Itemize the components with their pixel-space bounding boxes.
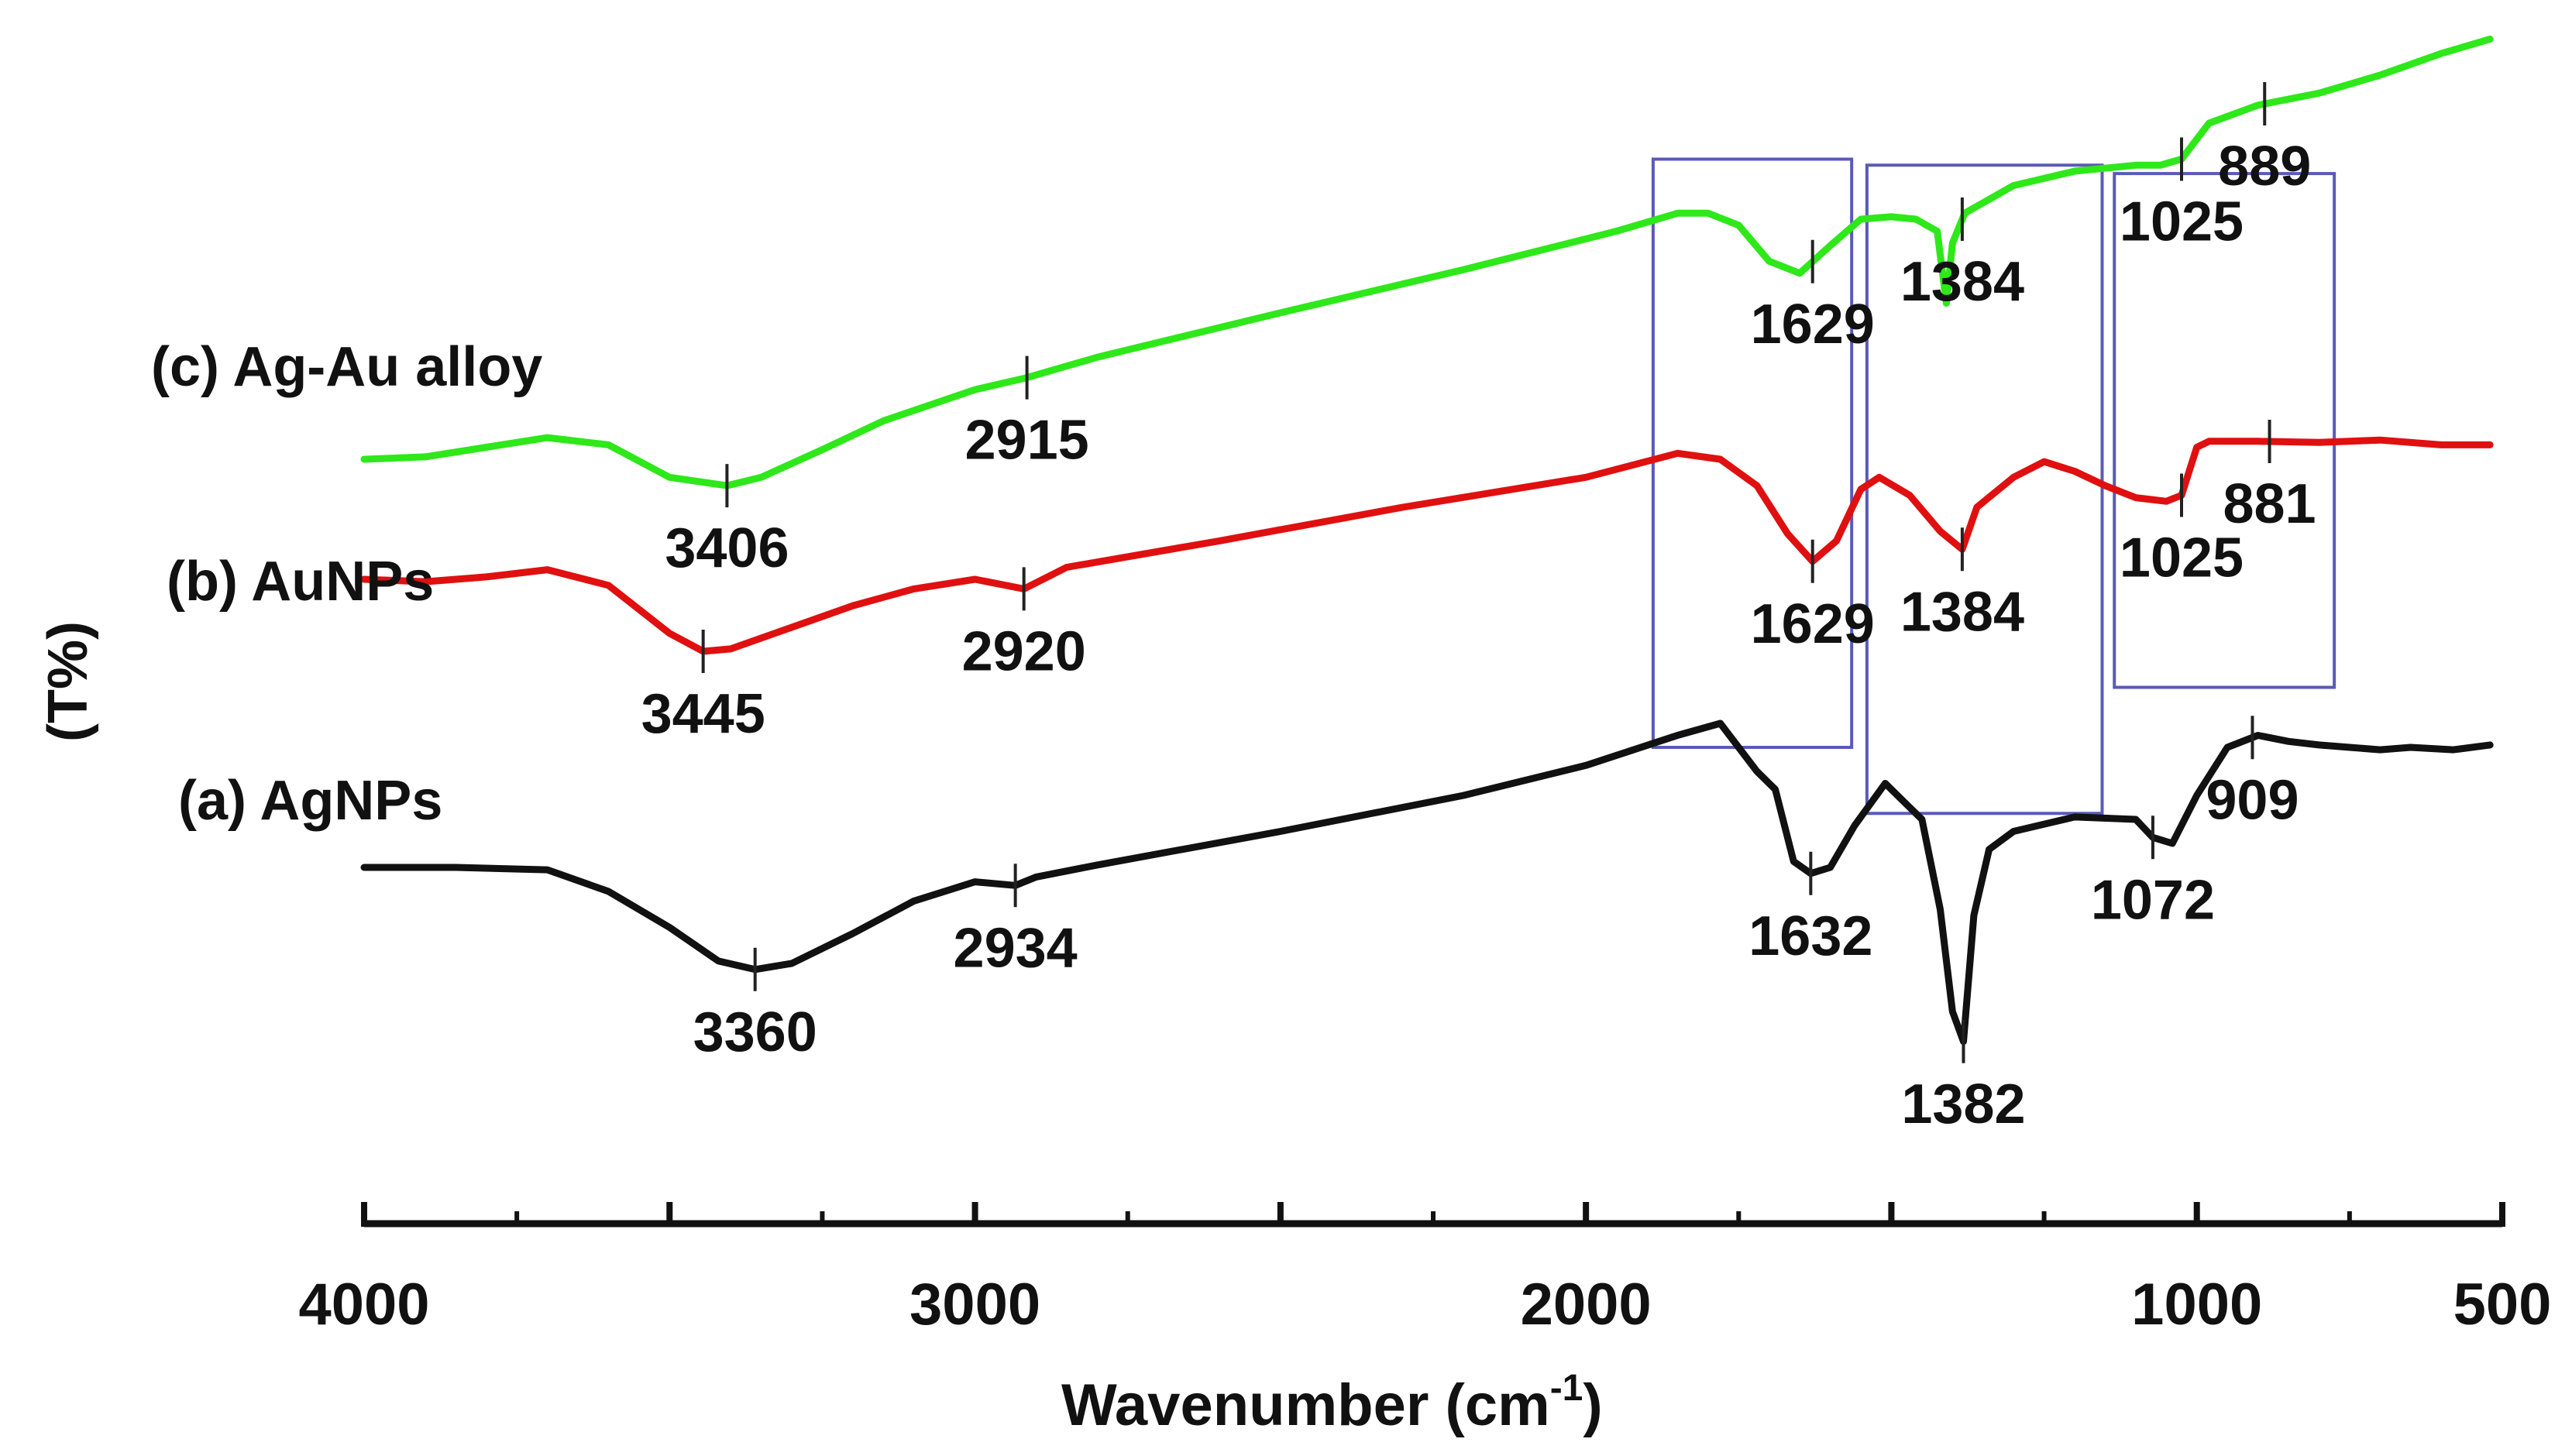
peak-markers: 3360 2934 1632 1382 1072 909 3445 2920 1629 1384 1…: [641, 82, 2316, 1135]
series-labels: (a) AgNPs (b) AuNPs (c) Ag-Au alloy: [151, 336, 542, 832]
x-tick-label-4: 1000: [2131, 1272, 2262, 1338]
peak-label-2-5: 1025: [2120, 527, 2244, 589]
series-label-3: (c) Ag-Au alloy: [151, 336, 542, 398]
highlight-box-1: [1651, 157, 1854, 749]
peak-label-2-6: 881: [2223, 473, 2316, 535]
peak-label-1-4: 1382: [1901, 1073, 2025, 1135]
x-axis-label-superscript: -1: [1550, 1368, 1583, 1409]
peak-label-1-3: 1632: [1748, 905, 1872, 967]
x-tick-label-1: 4000: [298, 1272, 429, 1338]
peak-label-3-6: 889: [2218, 136, 2311, 197]
peak-label-1-5: 1072: [2091, 869, 2215, 931]
peak-label-3-1: 3406: [665, 517, 789, 579]
series-label-1: (a) AgNPs: [178, 770, 442, 832]
y-axis-label: (T%): [37, 621, 99, 742]
series-line-1: [360, 719, 2494, 1046]
peak-label-3-4: 1384: [1900, 251, 2024, 313]
peak-label-1-2: 2934: [954, 917, 1078, 979]
peak-label-2-1: 3445: [641, 683, 765, 745]
peak-label-2-4: 1384: [1900, 581, 2024, 643]
x-tick-label-3: 2000: [1521, 1272, 1652, 1338]
x-tick-label-2: 3000: [909, 1272, 1040, 1338]
peak-label-2-3: 1629: [1751, 593, 1875, 655]
peak-label-2-2: 2920: [962, 620, 1086, 682]
x-axis-label: Wavenumber (cm-1): [1061, 1368, 1603, 1438]
peak-label-3-3: 1629: [1751, 294, 1875, 355]
peak-label-3-5: 1025: [2120, 191, 2244, 253]
x-tick-label-5: 500: [2453, 1272, 2552, 1338]
series-line-3: [360, 36, 2494, 489]
highlight-box-3: [2113, 172, 2336, 689]
series-label-2: (b) AuNPs: [167, 551, 434, 613]
highlight-boxes: [1651, 157, 2336, 816]
x-axis: 4000 3000 2000 1000 500: [298, 1202, 2551, 1338]
x-axis-label-main: Wavenumber (cm: [1061, 1372, 1550, 1438]
peak-label-1-6: 909: [2206, 769, 2299, 831]
peak-label-1-1: 3360: [693, 1001, 817, 1063]
x-axis-label-close: ): [1583, 1372, 1602, 1438]
peak-label-3-2: 2915: [965, 410, 1089, 472]
